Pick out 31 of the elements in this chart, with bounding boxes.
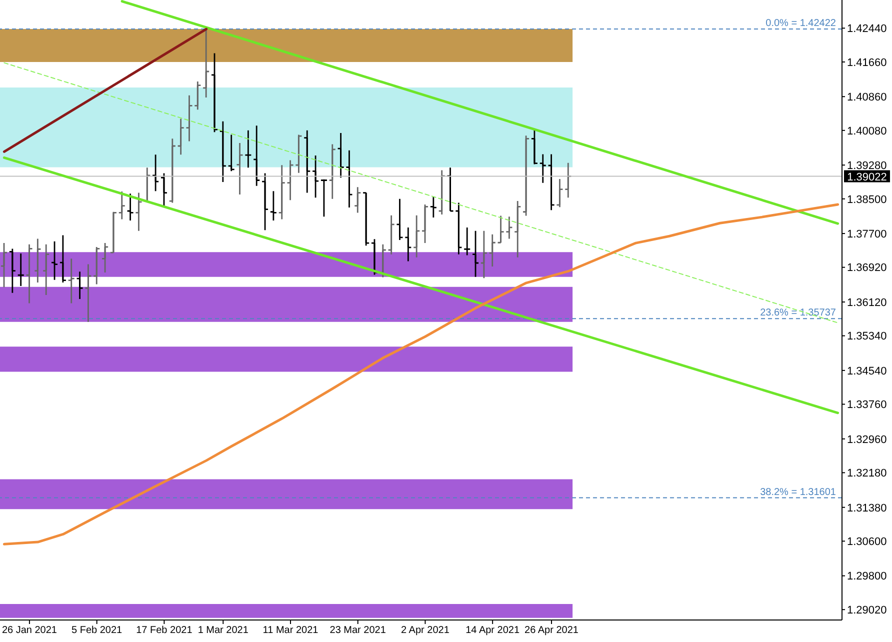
y-tick-label: 1.34540	[847, 365, 887, 378]
y-tick-label: 1.35340	[847, 330, 887, 343]
ref-line-label: 0.0% = 1.42422	[766, 18, 836, 29]
y-tick-label: 1.29800	[847, 570, 887, 583]
y-tick-label: 1.29020	[847, 604, 887, 617]
x-tick-label: 11 Mar 2021	[262, 625, 319, 636]
x-tick-label: 26 Apr 2021	[524, 625, 579, 636]
y-tick-label: 1.41660	[847, 56, 887, 69]
line-series	[2, 203, 840, 546]
x-tick-label: 1 Mar 2021	[198, 625, 249, 636]
x-tick-label: 17 Feb 2021	[136, 625, 193, 636]
y-tick-label: 1.33760	[847, 399, 887, 412]
y-tick-label: 1.32960	[847, 434, 887, 446]
y-tick-label: 1.40080	[847, 125, 887, 138]
ref-line-label: 38.2% = 1.31601	[760, 486, 836, 498]
x-tick-label: 2 Apr 2021	[401, 625, 450, 636]
y-tick-label: 1.30600	[847, 536, 887, 548]
y-tick-label: 1.37700	[847, 228, 887, 240]
x-tick-label: 23 Mar 2021	[330, 625, 386, 636]
y-tick-label: 1.36120	[847, 296, 887, 309]
y-tick-label: 1.40860	[847, 92, 887, 104]
y-tick-label: 1.36920	[847, 262, 887, 274]
y-tick-label: 1.31380	[847, 502, 887, 514]
x-tick-label: 14 Apr 2021	[466, 625, 520, 636]
y-tick-label: 1.39280	[847, 160, 887, 172]
ref-line-label: 1.39022	[847, 171, 887, 184]
y-tick-label: 1.38500	[847, 194, 887, 206]
x-tick-label: 5 Feb 2021	[72, 625, 123, 636]
y-tick-label: 1.32180	[847, 468, 887, 480]
y-tick-label: 1.42440	[847, 23, 887, 36]
x-tick-label: 26 Jan 2021	[2, 625, 58, 636]
